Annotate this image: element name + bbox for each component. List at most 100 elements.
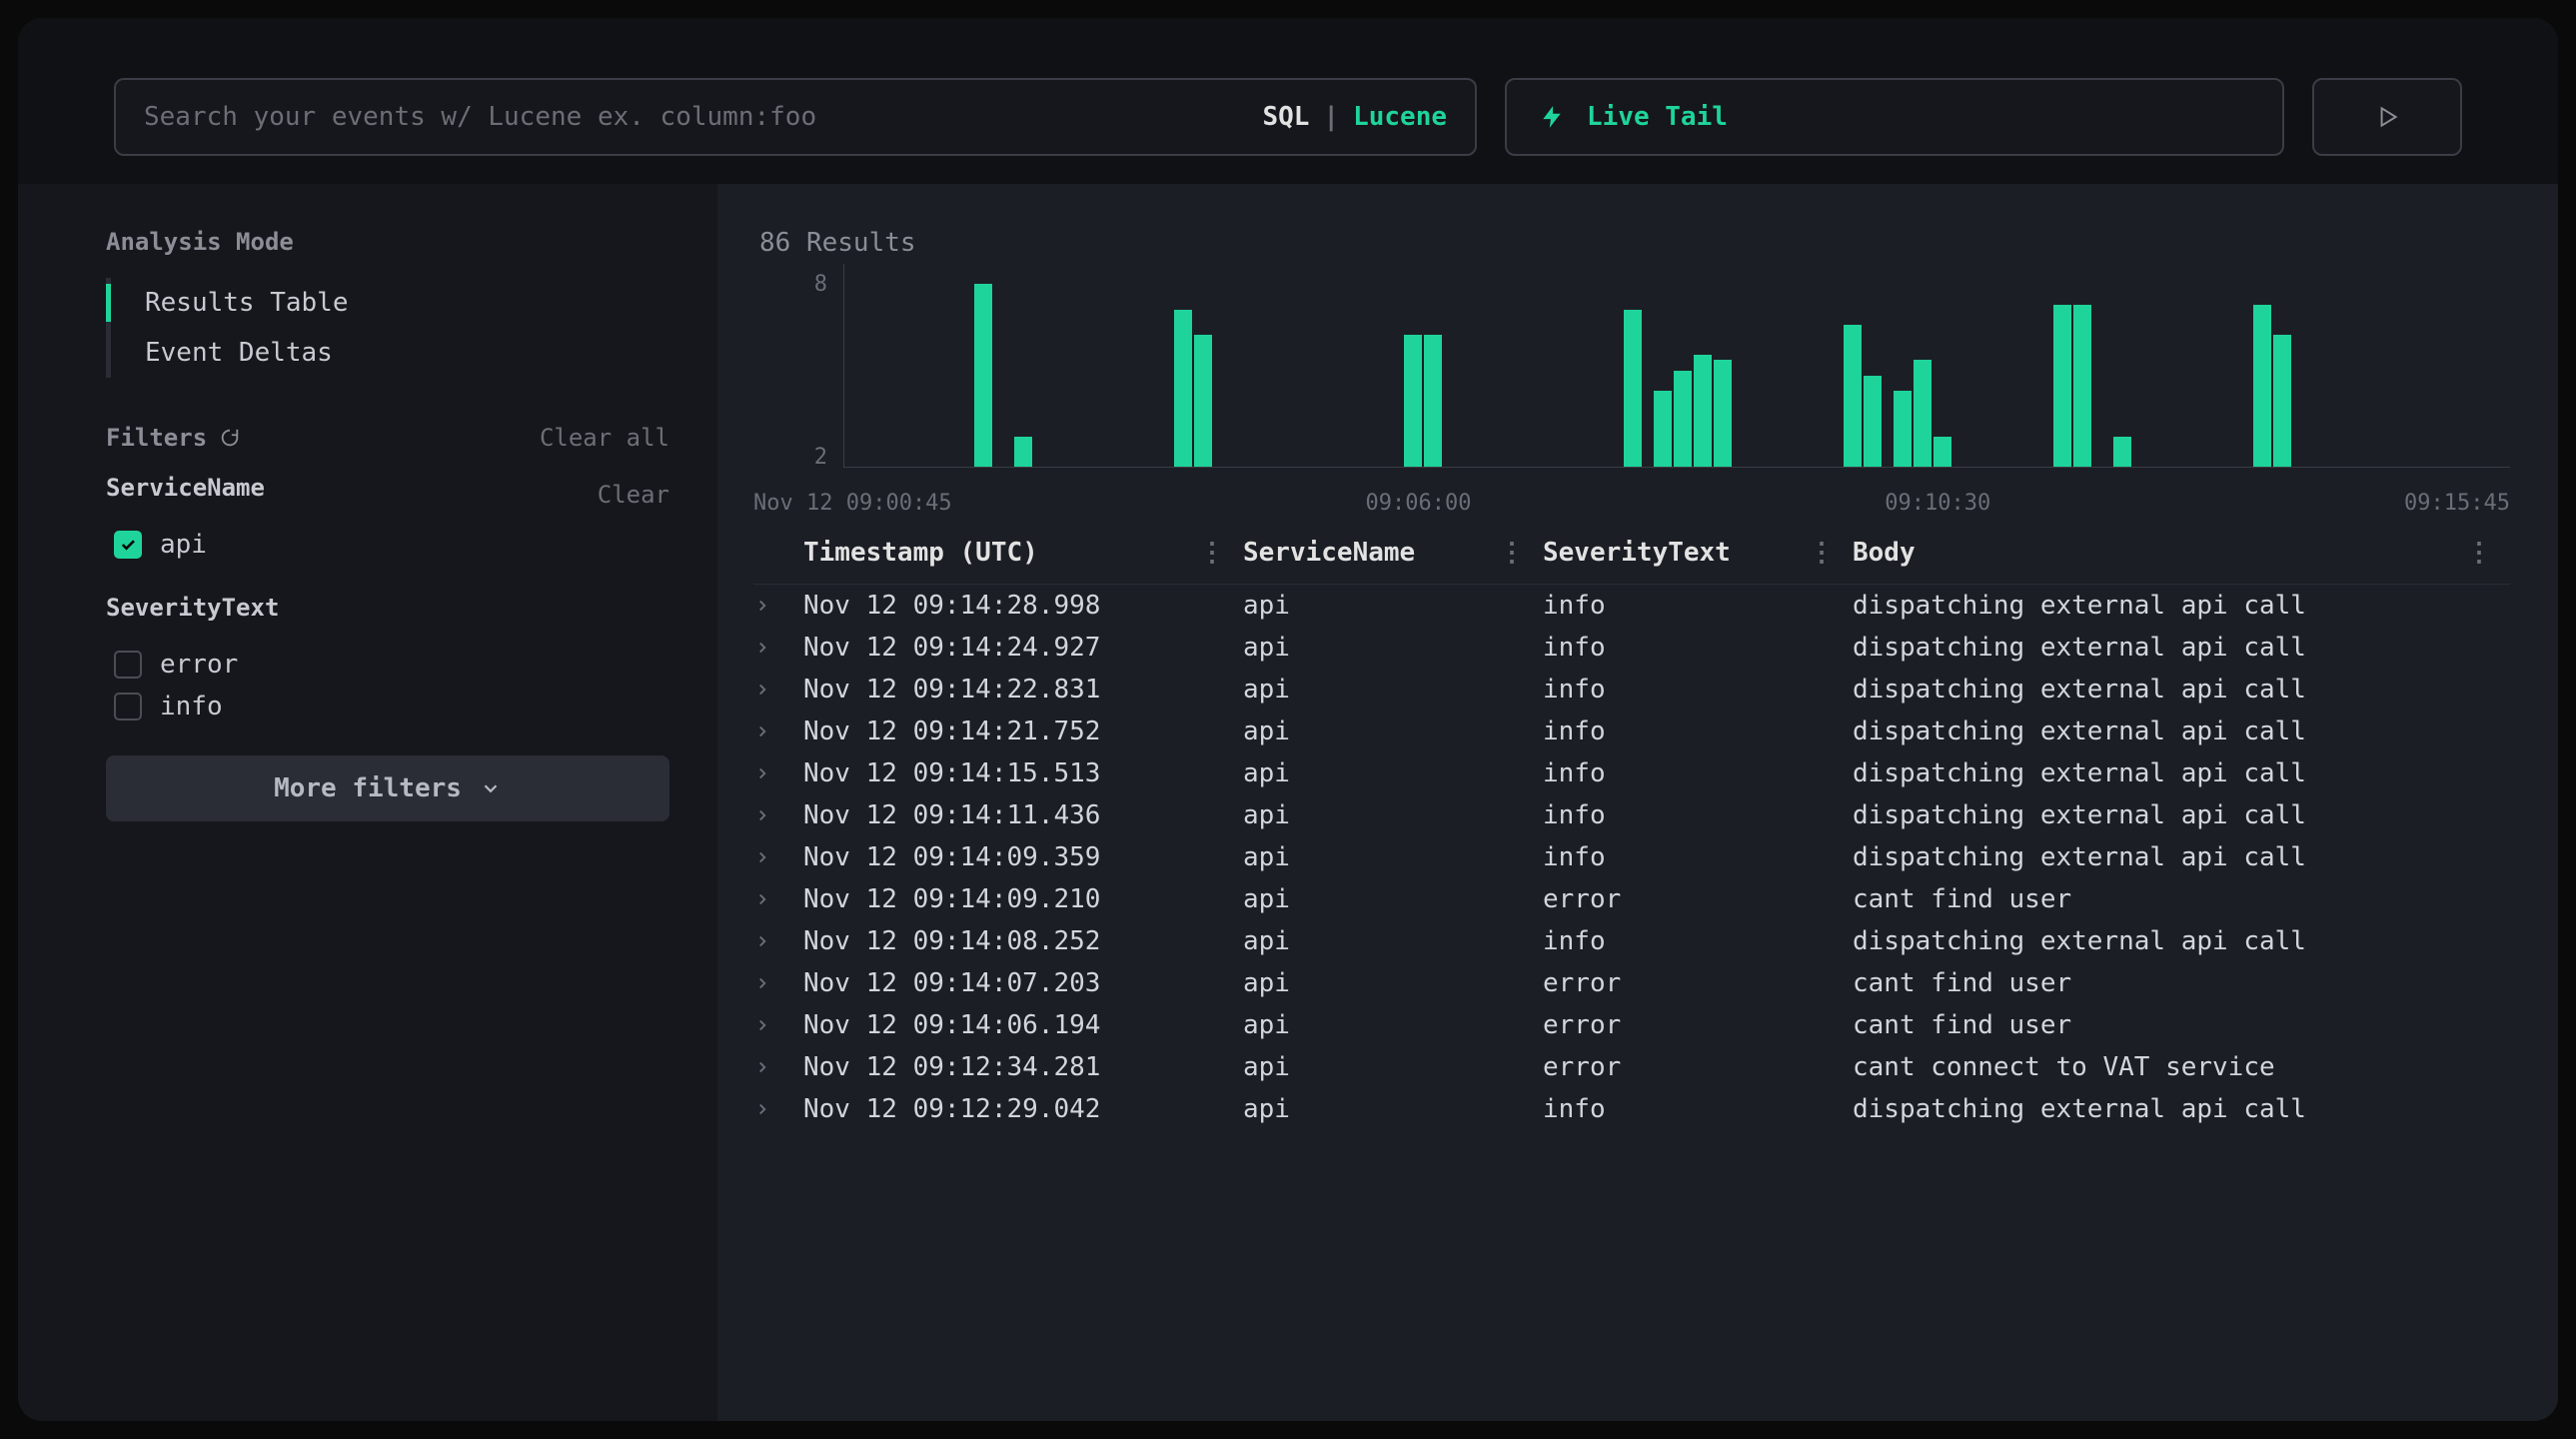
expand-row-icon[interactable]: [753, 932, 803, 950]
cell-timestamp: Nov 12 09:12:29.042: [803, 1094, 1243, 1124]
cell-body: dispatching external api call: [1853, 758, 2510, 788]
expand-row-icon[interactable]: [753, 764, 803, 782]
histogram-bar[interactable]: [2113, 437, 2131, 467]
histogram-bar[interactable]: [1894, 391, 1912, 467]
histogram-bar[interactable]: [1194, 335, 1212, 467]
checkbox[interactable]: [114, 693, 142, 720]
search-input[interactable]: [144, 102, 1262, 132]
lucene-toggle[interactable]: Lucene: [1353, 102, 1447, 132]
expand-row-icon[interactable]: [753, 722, 803, 740]
expand-row-icon[interactable]: [753, 597, 803, 615]
table-row[interactable]: Nov 12 09:14:15.513apiinfodispatching ex…: [753, 752, 2510, 794]
column-menu-icon[interactable]: ⋮: [1199, 538, 1243, 568]
cell-body: dispatching external api call: [1853, 842, 2510, 872]
filter-option[interactable]: info: [106, 686, 669, 727]
histogram-bar[interactable]: [2253, 305, 2271, 467]
column-header-body[interactable]: Body⋮: [1853, 538, 2510, 568]
table-row[interactable]: Nov 12 09:14:21.752apiinfodispatching ex…: [753, 711, 2510, 752]
histogram-bar[interactable]: [1864, 376, 1882, 467]
analysis-mode-item[interactable]: Results Table: [111, 278, 669, 328]
column-menu-icon[interactable]: ⋮: [2466, 538, 2510, 568]
cell-timestamp: Nov 12 09:14:07.203: [803, 968, 1243, 998]
more-filters-button[interactable]: More filters: [106, 755, 669, 821]
column-header-servicename[interactable]: ServiceName⋮: [1243, 538, 1543, 568]
cell-body: dispatching external api call: [1853, 717, 2510, 746]
cell-servicename: api: [1243, 800, 1543, 830]
column-menu-icon[interactable]: ⋮: [1809, 538, 1853, 568]
run-button[interactable]: [2312, 78, 2462, 156]
table-header: Timestamp (UTC)⋮ ServiceName⋮ SeverityTe…: [753, 524, 2510, 585]
cell-body: dispatching external api call: [1853, 926, 2510, 956]
cell-timestamp: Nov 12 09:14:15.513: [803, 758, 1243, 788]
histogram-bar[interactable]: [1654, 391, 1672, 467]
cell-severity: info: [1543, 1094, 1853, 1124]
expand-row-icon[interactable]: [753, 890, 803, 908]
column-menu-icon[interactable]: ⋮: [1499, 538, 1543, 568]
table-row[interactable]: Nov 12 09:14:28.998apiinfodispatching ex…: [753, 585, 2510, 627]
x-tick: 09:10:30: [1885, 491, 1990, 516]
sidebar: Analysis Mode Results TableEvent Deltas …: [18, 184, 717, 1421]
table-row[interactable]: Nov 12 09:12:29.042apiinfodispatching ex…: [753, 1088, 2510, 1130]
histogram-bar[interactable]: [1694, 355, 1712, 467]
table-row[interactable]: Nov 12 09:14:24.927apiinfodispatching ex…: [753, 627, 2510, 669]
filter-option[interactable]: error: [106, 644, 669, 686]
cell-servicename: api: [1243, 884, 1543, 914]
expand-row-icon[interactable]: [753, 1058, 803, 1076]
cell-timestamp: Nov 12 09:14:24.927: [803, 633, 1243, 663]
table-row[interactable]: Nov 12 09:14:11.436apiinfodispatching ex…: [753, 794, 2510, 836]
expand-row-icon[interactable]: [753, 806, 803, 824]
table-row[interactable]: Nov 12 09:14:09.210apierrorcant find use…: [753, 878, 2510, 920]
filter-option[interactable]: api: [106, 524, 669, 566]
table-row[interactable]: Nov 12 09:14:06.194apierrorcant find use…: [753, 1004, 2510, 1046]
clear-all-button[interactable]: Clear all: [540, 424, 669, 452]
histogram-bar[interactable]: [1914, 360, 1932, 467]
expand-row-icon[interactable]: [753, 639, 803, 657]
analysis-mode-item[interactable]: Event Deltas: [111, 328, 669, 378]
table-row[interactable]: Nov 12 09:14:08.252apiinfodispatching ex…: [753, 920, 2510, 962]
cell-severity: info: [1543, 591, 1853, 621]
live-tail-label: Live Tail: [1587, 102, 1728, 132]
histogram-bar[interactable]: [1174, 310, 1192, 467]
search-box[interactable]: SQL | Lucene: [114, 78, 1477, 156]
histogram-bar[interactable]: [1624, 310, 1642, 467]
histogram-bar[interactable]: [1933, 437, 1951, 467]
histogram-bar[interactable]: [1404, 335, 1422, 467]
histogram-bar[interactable]: [1014, 437, 1032, 467]
expand-row-icon[interactable]: [753, 848, 803, 866]
table-row[interactable]: Nov 12 09:14:07.203apierrorcant find use…: [753, 962, 2510, 1004]
expand-row-icon[interactable]: [753, 1016, 803, 1034]
expand-row-icon[interactable]: [753, 681, 803, 699]
histogram-bar[interactable]: [1424, 335, 1442, 467]
refresh-icon[interactable]: [219, 427, 241, 449]
cell-severity: info: [1543, 717, 1853, 746]
clear-filter-button[interactable]: Clear: [598, 481, 669, 509]
cell-timestamp: Nov 12 09:14:08.252: [803, 926, 1243, 956]
expand-row-icon[interactable]: [753, 1100, 803, 1118]
results-count: 86 Results: [759, 228, 2510, 258]
histogram-bar[interactable]: [1844, 325, 1862, 467]
play-icon: [2374, 104, 2400, 130]
cell-body: cant find user: [1853, 884, 2510, 914]
expand-row-icon[interactable]: [753, 974, 803, 992]
live-tail-button[interactable]: Live Tail: [1505, 78, 2284, 156]
table-row[interactable]: Nov 12 09:14:09.359apiinfodispatching ex…: [753, 836, 2510, 878]
table-row[interactable]: Nov 12 09:14:22.831apiinfodispatching ex…: [753, 669, 2510, 711]
cell-servicename: api: [1243, 675, 1543, 705]
cell-body: dispatching external api call: [1853, 633, 2510, 663]
histogram-bar[interactable]: [1714, 360, 1732, 467]
histogram-bar[interactable]: [1674, 371, 1692, 467]
checkbox[interactable]: [114, 531, 142, 559]
histogram-bar[interactable]: [974, 284, 992, 467]
analysis-mode-heading: Analysis Mode: [106, 228, 669, 256]
cell-servicename: api: [1243, 1094, 1543, 1124]
histogram-chart: 8 2 Nov 12 09:00:4509:06:0009:10:3009:15…: [753, 264, 2510, 524]
column-header-severity[interactable]: SeverityText⋮: [1543, 538, 1853, 568]
sql-toggle[interactable]: SQL: [1262, 102, 1309, 132]
histogram-bar[interactable]: [2273, 335, 2291, 467]
table-row[interactable]: Nov 12 09:12:34.281apierrorcant connect …: [753, 1046, 2510, 1088]
checkbox[interactable]: [114, 651, 142, 679]
histogram-bar[interactable]: [2073, 305, 2091, 467]
filters-heading: Filters: [106, 424, 241, 452]
column-header-timestamp[interactable]: Timestamp (UTC)⋮: [803, 538, 1243, 568]
histogram-bar[interactable]: [2053, 305, 2071, 467]
